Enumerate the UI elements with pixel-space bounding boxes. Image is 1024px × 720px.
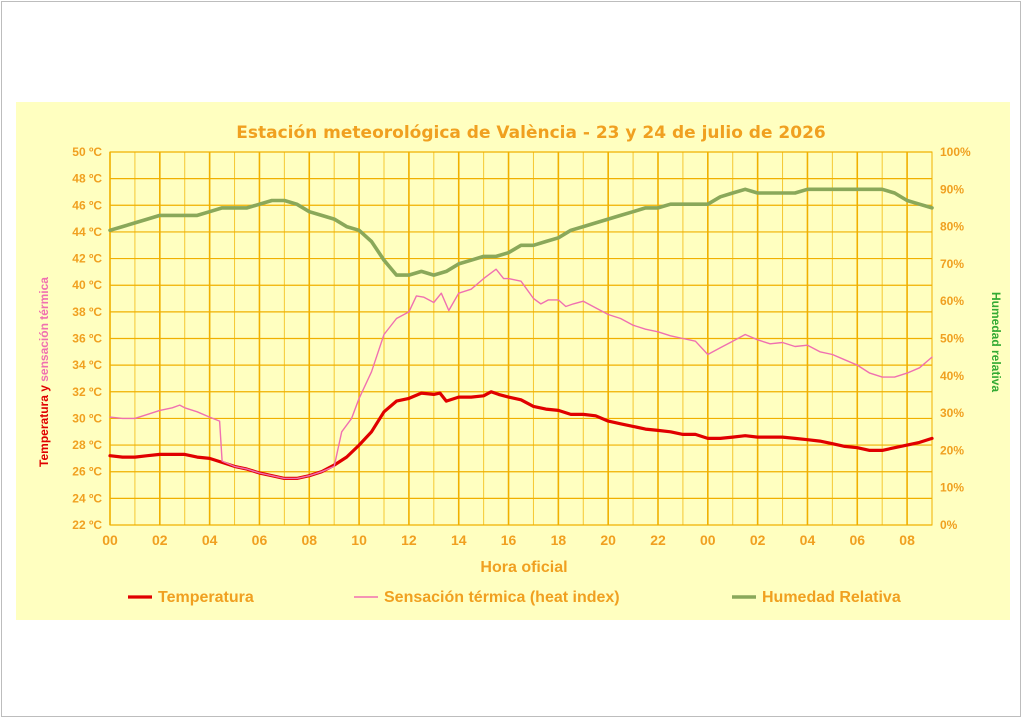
x-tick-label: 08 (301, 532, 317, 548)
legend-label-sensacion-termica: Sensación térmica (heat index) (384, 589, 620, 606)
y-left-tick-label: 42 ºC (72, 252, 102, 266)
y-left-tick-label: 44 ºC (72, 225, 102, 239)
y-right-tick-label: 90% (940, 182, 964, 196)
y-left-tick-label: 24 ºC (72, 491, 102, 505)
series-line-sensacion-termica (109, 268, 933, 480)
y-right-tick-label: 80% (940, 220, 964, 234)
x-tick-label: 08 (899, 532, 915, 548)
y-left-tick-label: 46 ºC (72, 198, 102, 212)
x-tick-label: 14 (451, 532, 467, 548)
x-tick-label: 02 (152, 532, 168, 548)
y-right-tick-label: 100% (940, 145, 971, 159)
y-right-axis-label: Humedad relativa (989, 292, 1003, 392)
x-tick-label: 04 (202, 532, 218, 548)
y-left-tick-label: 34 ºC (72, 358, 102, 372)
y-left-tick-label: 48 ºC (72, 172, 102, 186)
legend: Temperatura Sensación térmica (heat index… (128, 589, 901, 606)
series-lines (108, 187, 934, 480)
x-tick-label: 00 (700, 532, 716, 548)
x-tick-label: 06 (849, 532, 865, 548)
y-right-ticks: 0% 10% 20% 30% 40% 50% 60% 70% 80% 90% 100% (940, 145, 971, 532)
y-left-axis-label-part2: sensación térmica (37, 277, 51, 382)
y-left-ticks: 22 ºC 24 ºC 26 ºC 28 ºC 30 ºC 32 ºC 34 ºC 36 ºC… (72, 145, 102, 532)
legend-label-temperatura: Temperatura (158, 589, 254, 606)
weather-chart: Estación meteorológica de València - 23 … (37, 123, 1003, 606)
y-left-axis-label: Temperatura y sensación térmica (37, 277, 51, 467)
y-left-tick-label: 36 ºC (72, 332, 102, 346)
x-ticks: 00 02 04 06 08 10 12 14 16 18 20 22 00 02 04 06 08 (102, 532, 915, 548)
y-right-tick-label: 70% (940, 257, 964, 271)
y-right-tick-label: 40% (940, 369, 964, 383)
y-left-tick-label: 38 ºC (72, 305, 102, 319)
x-tick-label: 16 (501, 532, 517, 548)
y-left-tick-label: 30 ºC (72, 411, 102, 425)
x-tick-label: 06 (252, 532, 268, 548)
x-tick-label: 04 (800, 532, 816, 548)
y-right-tick-label: 50% (940, 332, 964, 346)
x-tick-label: 20 (600, 532, 616, 548)
x-tick-label: 22 (650, 532, 666, 548)
y-right-tick-label: 30% (940, 406, 964, 420)
y-left-tick-label: 26 ºC (72, 465, 102, 479)
y-left-tick-label: 28 ºC (72, 438, 102, 452)
y-left-axis-label-part1: Temperatura y (37, 382, 51, 467)
y-left-tick-label: 32 ºC (72, 385, 102, 399)
series-line-humedad-relativa (108, 187, 934, 277)
y-left-tick-label: 40 ºC (72, 278, 102, 292)
y-left-tick-label: 50 ºC (72, 145, 102, 159)
y-right-tick-label: 20% (940, 443, 964, 457)
y-right-tick-label: 60% (940, 294, 964, 308)
y-left-tick-label: 22 ºC (72, 518, 102, 532)
x-tick-label: 10 (351, 532, 367, 548)
grid-lines (109, 151, 933, 526)
chart-title: Estación meteorológica de València - 23 … (236, 123, 825, 143)
x-tick-label: 02 (750, 532, 766, 548)
y-right-tick-label: 10% (940, 481, 964, 495)
chart-panel: Estación meteorológica de València - 23 … (16, 102, 1010, 620)
plot-area (109, 151, 933, 526)
y-right-tick-label: 0% (940, 518, 958, 532)
x-tick-label: 12 (401, 532, 417, 548)
x-axis-label: Hora oficial (480, 559, 567, 576)
legend-label-humedad-relativa: Humedad Relativa (762, 589, 901, 606)
x-tick-label: 18 (551, 532, 567, 548)
x-tick-label: 00 (102, 532, 118, 548)
